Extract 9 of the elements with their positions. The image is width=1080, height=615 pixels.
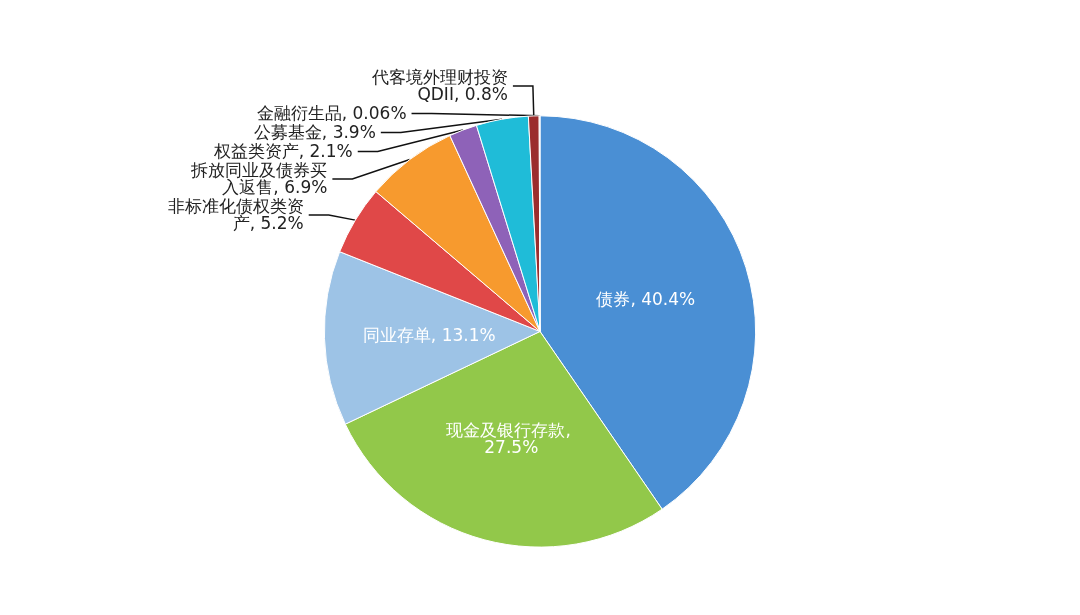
slice-label: 拆放同业及债券买入返售, 6.9%: [190, 160, 328, 198]
slice-label: 现金及银行存款, 27.5%: [446, 419, 577, 457]
slice-label: 同业存单, 13.1%: [362, 325, 496, 346]
slice-label: 权益类资产, 2.1%: [212, 141, 353, 162]
slice-label: 非标准化债权类资产, 5.2%: [167, 196, 304, 234]
slice-label: 金融衍生品, 0.06%: [256, 103, 407, 124]
slice-label: 公募基金, 3.9%: [253, 122, 376, 143]
slice-label: 代客境外理财投资QDII, 0.8%: [370, 67, 508, 105]
slice-label: 债券, 40.4%: [596, 288, 696, 309]
